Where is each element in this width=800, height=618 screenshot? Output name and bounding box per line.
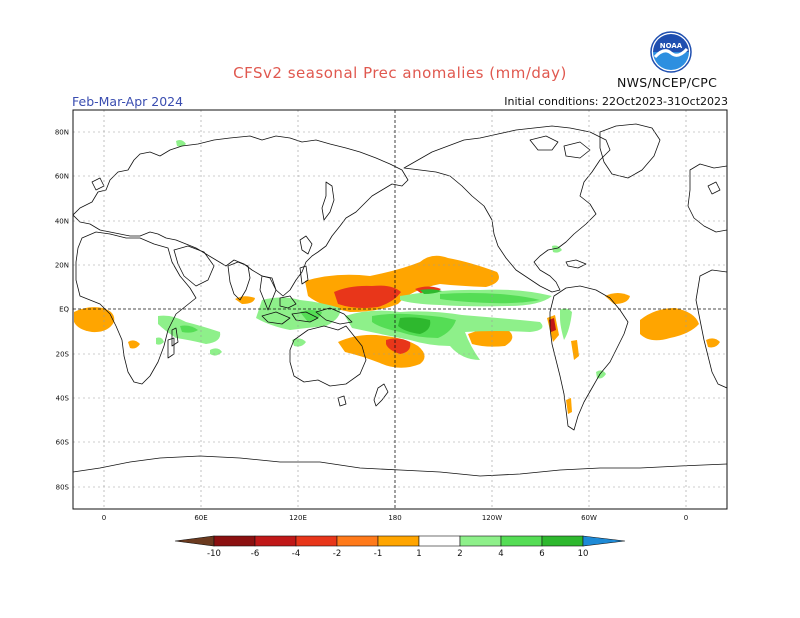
lat-label: EQ [59,306,69,314]
colorbar-label: -4 [292,549,300,559]
lat-label: 40S [56,395,70,403]
coastlines [73,123,727,477]
colorbar-segment [418,535,461,547]
lat-label: 20N [55,262,69,270]
colorbar-label: 2 [457,549,462,559]
lat-label: 80S [56,484,70,492]
lon-label: 0 [684,514,688,522]
agency-label: NWS/NCEP/CPC [617,75,718,90]
lon-label: 120E [289,514,307,522]
colorbar-label: 6 [539,549,544,559]
equator-dateline [73,110,727,509]
colorbar-segment [295,535,338,547]
dry-anomaly-areas [74,255,720,414]
lon-label: 60W [581,514,597,522]
lat-label: 60S [56,439,70,447]
colorbar-label: -10 [207,549,221,559]
colorbar-segment [254,535,297,547]
lat-label: 40N [55,218,69,226]
noaa-logo-icon: NOAA [650,31,692,73]
colorbar-label: 10 [578,549,589,559]
colorbar-segment [377,535,420,547]
lon-label: 60E [194,514,207,522]
colorbar-label: -2 [333,549,341,559]
colorbar-segment [541,535,584,547]
latitude-labels: 80N 60N 40N 20N EQ 20S 40S 60S 80S [55,129,70,492]
initial-conditions: Initial conditions: 22Oct2023-31Oct2023 [504,95,728,108]
longitude-labels: 0 60E 120E 180 120W 60W 0 [102,514,688,522]
lon-label: 180 [388,514,401,522]
colorbar-segment [500,535,543,547]
lon-label: 0 [102,514,106,522]
colorbar-segment [459,535,502,547]
colorbar-label: 1 [416,549,421,559]
lat-label: 80N [55,129,69,137]
lat-label: 20S [56,351,70,359]
colorbar-arrow-low [174,535,215,547]
colorbar-legend: -10 -6 -4 -2 -1 1 2 4 6 10 [174,535,626,559]
lat-label: 60N [55,173,69,181]
map-plot-area [73,110,727,509]
graticule [73,110,727,509]
colorbar-arrow-high [582,535,626,547]
colorbar-label: 4 [498,549,503,559]
colorbar-segment [336,535,379,547]
colorbar-label: -6 [251,549,259,559]
forecast-period: Feb-Mar-Apr 2024 [72,94,184,109]
colorbar-segment [213,535,256,547]
lon-label: 120W [482,514,502,522]
svg-text:NOAA: NOAA [660,42,683,50]
colorbar-label: -1 [374,549,382,559]
map-title: CFSv2 seasonal Prec anomalies (mm/day) [233,64,567,82]
map-frame [72,109,728,510]
strong-dry-anomaly-areas [334,285,556,354]
